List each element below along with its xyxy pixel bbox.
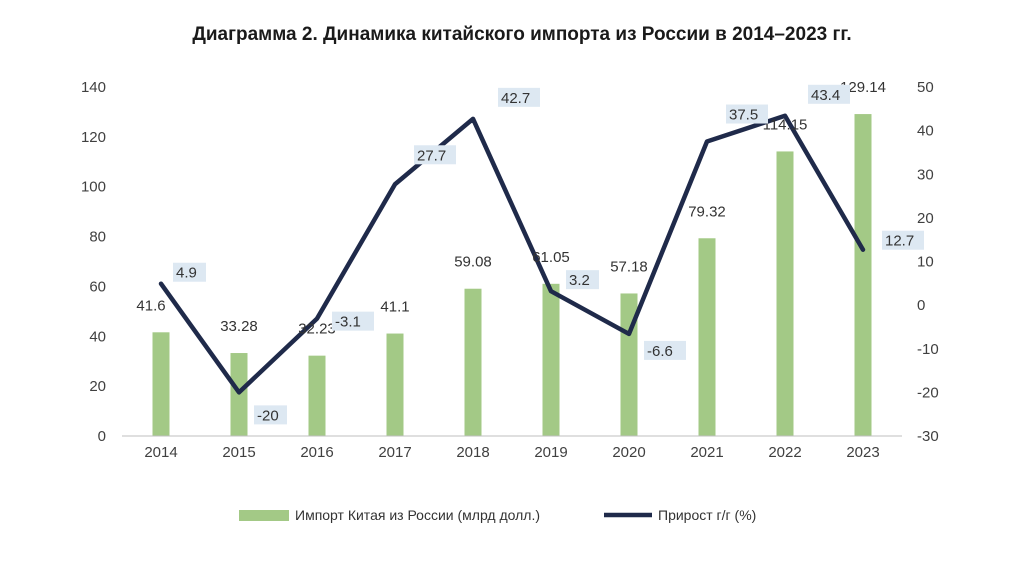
y-left-tick-label: 80	[89, 229, 106, 246]
x-tick-label: 2018	[456, 444, 489, 461]
x-tick-label: 2023	[846, 444, 879, 461]
bar-value-label: 33.28	[220, 318, 258, 335]
growth-line	[158, 113, 866, 395]
bar-value-label: 41.1	[380, 299, 409, 316]
bar-value-label: 32.23	[298, 321, 336, 338]
bar-2021	[698, 238, 716, 436]
line-label-bg	[498, 87, 540, 107]
line-value-label: 3.2	[569, 272, 590, 289]
line-value-label: 37.5	[729, 107, 758, 124]
y-right-tick-label: 50	[917, 79, 934, 96]
bar-value-label: 114.15	[763, 116, 808, 133]
x-tick-label: 2014	[144, 444, 177, 461]
bar-2023	[854, 114, 872, 437]
y-right-tick-label: -30	[917, 428, 939, 445]
line-label-bg	[254, 405, 287, 425]
line-label-bg	[414, 145, 456, 165]
legend: Импорт Китая из России (млрд долл.) Прир…	[239, 507, 756, 523]
bar-2016	[308, 355, 326, 436]
chart-title: Диаграмма 2. Динамика китайского импорта…	[192, 24, 852, 45]
line-label-bg	[726, 104, 768, 124]
bar-value-label: 61.05	[532, 249, 570, 266]
x-tick-label: 2022	[768, 444, 801, 461]
y-left-tick-label: 20	[89, 378, 106, 395]
bar-2017	[386, 333, 404, 436]
line-value-label: 27.7	[417, 147, 446, 164]
y-left-tick-label: 40	[89, 328, 106, 345]
y-left-tick-label: 100	[81, 179, 106, 196]
bar-2018	[464, 288, 482, 436]
x-tick-label: 2017	[378, 444, 411, 461]
bar-2022	[776, 151, 794, 436]
x-tick-label: 2016	[300, 444, 333, 461]
line-value-label: -20	[257, 407, 279, 424]
legend-line-label: Прирост г/г (%)	[658, 507, 756, 523]
y-right-tick-label: 40	[917, 123, 934, 140]
y-left-tick-label: 140	[81, 79, 106, 96]
line-label-bg	[808, 84, 850, 104]
y-right-tick-label: 10	[917, 254, 934, 271]
line-value-label: -3.1	[335, 314, 361, 331]
x-tick-label: 2019	[534, 444, 567, 461]
bar-value-label: 79.32	[688, 203, 726, 220]
line-label-bg	[566, 270, 599, 290]
line-label-bg	[173, 262, 206, 282]
bar-value-label: 57.18	[610, 258, 648, 275]
y-left-tick-label: 0	[98, 428, 106, 445]
bar-2014	[152, 332, 170, 436]
y-right-tick-label: -20	[917, 384, 939, 401]
x-tick-label: 2020	[612, 444, 645, 461]
line-value-label: 4.9	[176, 265, 197, 282]
y-right-tick-label: 0	[917, 297, 925, 314]
line-label-bg	[332, 311, 374, 331]
y-left-tick-label: 60	[89, 278, 106, 295]
y-right-tick-label: 30	[917, 166, 934, 183]
line-label-bg	[882, 230, 924, 250]
bar-value-label: 129.14	[840, 79, 886, 96]
bar-value-label: 59.08	[454, 254, 492, 271]
line-value-label: 12.7	[885, 233, 914, 250]
y-right-tick-label: 20	[917, 210, 934, 227]
line-value-label: 43.4	[811, 87, 840, 104]
line-value-label: 42.7	[501, 90, 530, 107]
legend-bar-swatch	[239, 510, 289, 521]
line-value-label: -6.6	[647, 343, 673, 360]
legend-bar-label: Импорт Китая из России (млрд долл.)	[295, 507, 540, 523]
bar-value-label: 41.6	[136, 297, 165, 314]
y-left-tick-label: 120	[81, 129, 106, 146]
line-label-bg	[644, 340, 686, 360]
y-right-tick-label: -10	[917, 341, 939, 358]
x-tick-label: 2021	[690, 444, 723, 461]
bar-2019	[542, 283, 560, 436]
x-tick-label: 2015	[222, 444, 255, 461]
